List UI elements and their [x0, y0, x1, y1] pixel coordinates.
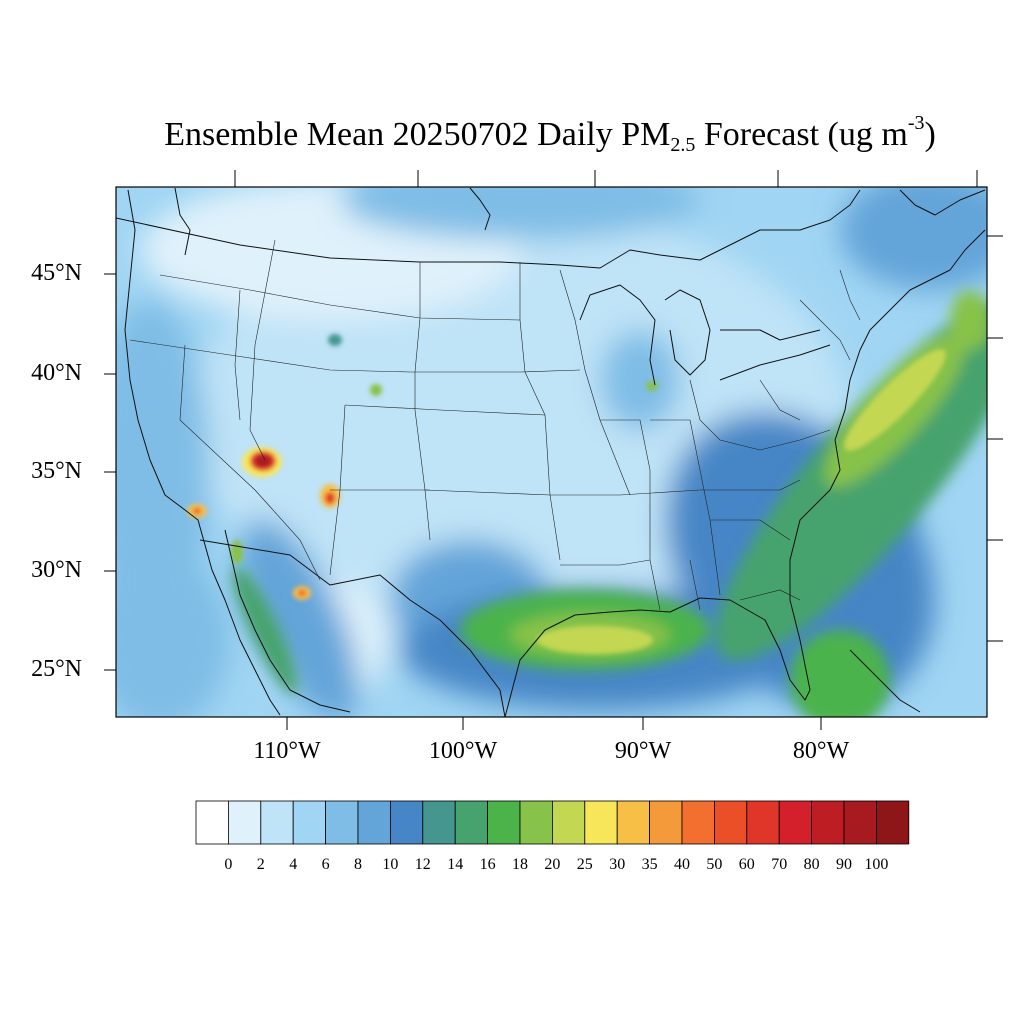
colorbar-tick-label: 50 — [706, 856, 723, 873]
axis-ticks — [104, 170, 1003, 730]
colorbar-tick-label: 25 — [576, 856, 593, 873]
colorbar-tick-label: 8 — [354, 856, 362, 873]
colorbar-swatch — [584, 800, 618, 845]
colorbar-tick-label: 12 — [414, 856, 431, 873]
colorbar-tick-label: 80 — [803, 856, 820, 873]
pm25-field — [116, 187, 987, 717]
colorbar-tick-label: 20 — [544, 856, 561, 873]
colorbar-swatch — [487, 800, 521, 845]
colorbar-tick-label: 16 — [479, 856, 496, 873]
colorbar-swatch — [519, 800, 553, 845]
colorbar-swatch — [227, 800, 262, 845]
colorbar-tick-label: 14 — [447, 856, 464, 873]
lat-label-25n: 25°N — [31, 656, 82, 682]
colorbar-swatch — [778, 800, 813, 845]
colorbar-swatch — [552, 800, 586, 845]
lat-label-30n: 30°N — [31, 557, 82, 583]
colorbar-swatch — [843, 800, 877, 845]
colorbar-swatch — [454, 800, 489, 845]
map-title: Ensemble Mean 20250702 Daily PM2.5 Forec… — [164, 112, 936, 156]
colorbar-tick-label: 0 — [224, 856, 233, 873]
colorbar-tick-label: 100 — [864, 856, 889, 873]
colorbar-swatch — [876, 800, 910, 845]
colorbar-tick-label: 90 — [836, 856, 852, 873]
colorbar-tick-label: 18 — [512, 856, 528, 873]
lon-label-110w: 110°W — [253, 738, 321, 764]
colorbar-tick-label: 4 — [289, 856, 298, 873]
colorbar-tick-label: 10 — [382, 856, 399, 873]
coastline-lines — [116, 187, 986, 717]
colorbar-swatch — [292, 800, 327, 845]
lon-label-100w: 100°W — [428, 738, 498, 764]
colorbar-tick-label: 70 — [771, 856, 788, 873]
colorbar-swatch — [649, 800, 683, 845]
colorbar-tick-label: 40 — [674, 856, 690, 873]
lat-label-40n: 40°N — [31, 360, 82, 386]
colorbar-swatch — [195, 800, 229, 845]
colorbar-swatch — [389, 800, 424, 845]
colorbar-swatch — [357, 800, 391, 845]
colorbar — [195, 800, 910, 845]
state-border-lines — [129, 239, 861, 611]
colorbar-tick-label: 2 — [256, 856, 265, 873]
colorbar-swatch — [260, 800, 294, 845]
colorbar-tick-label: 60 — [738, 856, 755, 873]
colorbar-swatch — [422, 800, 456, 845]
colorbar-swatch — [811, 800, 845, 845]
colorbar-tick-label: 6 — [321, 856, 330, 873]
lat-label-35n: 35°N — [31, 458, 82, 484]
lon-label-80w: 80°W — [792, 738, 850, 764]
lat-label-45n: 45°N — [31, 260, 82, 286]
colorbar-swatch — [746, 800, 780, 845]
colorbar-swatch — [616, 800, 651, 845]
colorbar-swatch — [681, 800, 715, 845]
colorbar-tick-label: 30 — [609, 856, 626, 873]
lon-label-90w: 90°W — [614, 738, 672, 764]
map-frame — [115, 186, 988, 718]
colorbar-tick-label: 35 — [641, 856, 658, 873]
colorbar-swatch — [714, 800, 748, 845]
colorbar-swatch — [325, 800, 359, 845]
